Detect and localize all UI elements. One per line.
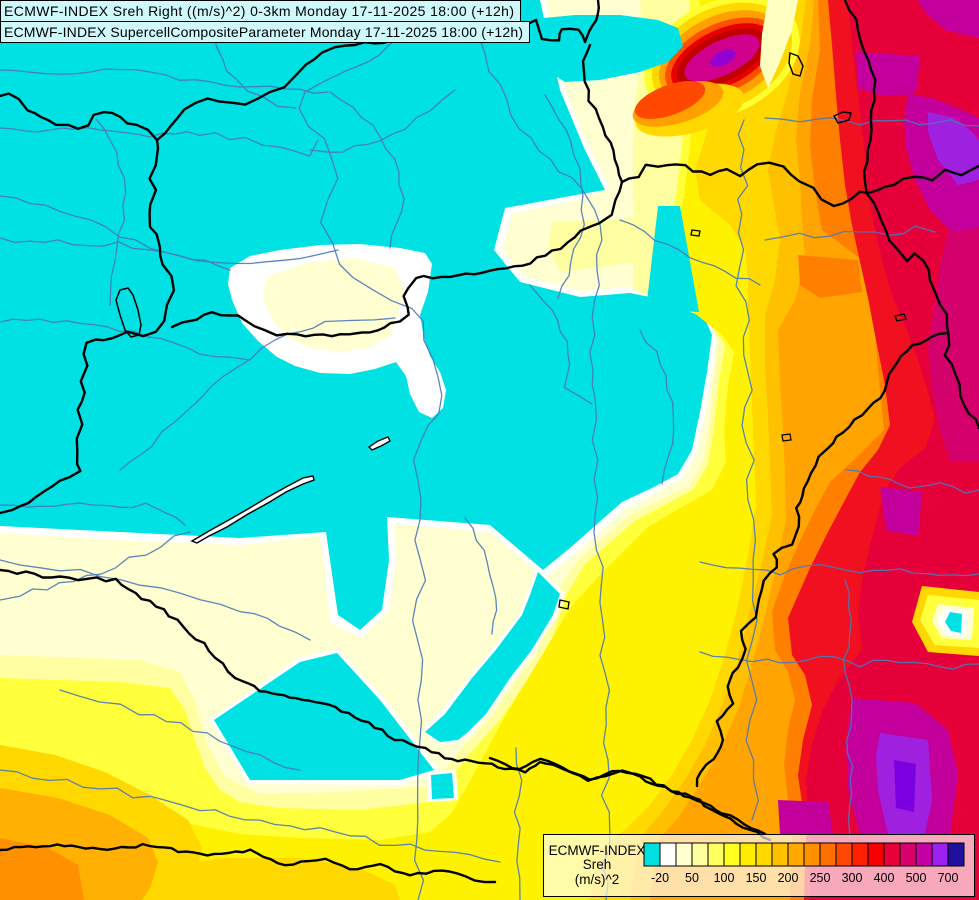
- svg-text:50: 50: [685, 871, 699, 885]
- svg-text:ECMWF-INDEX: ECMWF-INDEX: [549, 843, 646, 858]
- svg-text:300: 300: [842, 871, 863, 885]
- svg-text:500: 500: [906, 871, 927, 885]
- svg-text:ECMWF-INDEX SupercellComposite: ECMWF-INDEX SupercellCompositeParameter …: [4, 24, 523, 40]
- svg-text:100: 100: [714, 871, 735, 885]
- svg-text:-20: -20: [651, 871, 669, 885]
- svg-text:(m/s)^2: (m/s)^2: [575, 872, 620, 887]
- svg-text:400: 400: [874, 871, 895, 885]
- svg-text:700: 700: [938, 871, 959, 885]
- svg-text:250: 250: [810, 871, 831, 885]
- svg-text:150: 150: [746, 871, 767, 885]
- svg-text:200: 200: [778, 871, 799, 885]
- svg-text:Sreh: Sreh: [583, 857, 612, 872]
- svg-text:ECMWF-INDEX Sreh Right ((m/s)^: ECMWF-INDEX Sreh Right ((m/s)^2) 0-3km M…: [4, 3, 514, 19]
